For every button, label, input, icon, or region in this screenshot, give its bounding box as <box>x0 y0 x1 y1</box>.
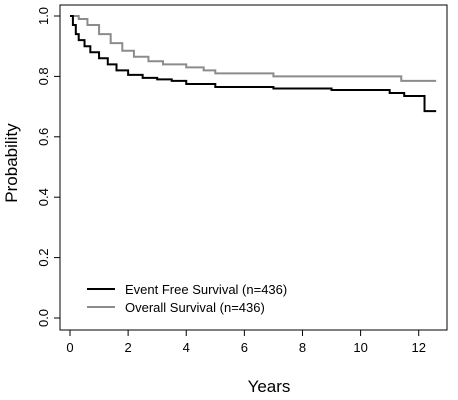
y-tick-label: 0.6 <box>36 128 51 146</box>
y-axis-title: Probability <box>2 123 21 203</box>
event-free-survival-line <box>70 15 437 113</box>
y-tick-label: 0.2 <box>36 249 51 267</box>
overall-survival-line <box>70 15 437 82</box>
x-tick-label: 10 <box>353 340 367 355</box>
x-tick-label: 4 <box>183 340 190 355</box>
plot-frame <box>59 4 448 331</box>
x-axis-title: Years <box>248 377 291 396</box>
y-tick-label: 0.8 <box>36 67 51 85</box>
legend-label-overall: Overall Survival (n=436) <box>125 300 265 315</box>
x-tick-label: 0 <box>66 340 73 355</box>
y-tick-label: 1.0 <box>36 7 51 25</box>
y-tick-label: 0.0 <box>36 309 51 327</box>
x-tick-label: 2 <box>125 340 132 355</box>
y-tick-label: 0.4 <box>36 188 51 206</box>
x-tick-label: 12 <box>411 340 425 355</box>
legend-label-event-free: Event Free Survival (n=436) <box>125 282 287 297</box>
x-tick-label: 6 <box>241 340 248 355</box>
x-tick-label: 8 <box>299 340 306 355</box>
legend: Event Free Survival (n=436) Overall Surv… <box>87 282 287 315</box>
